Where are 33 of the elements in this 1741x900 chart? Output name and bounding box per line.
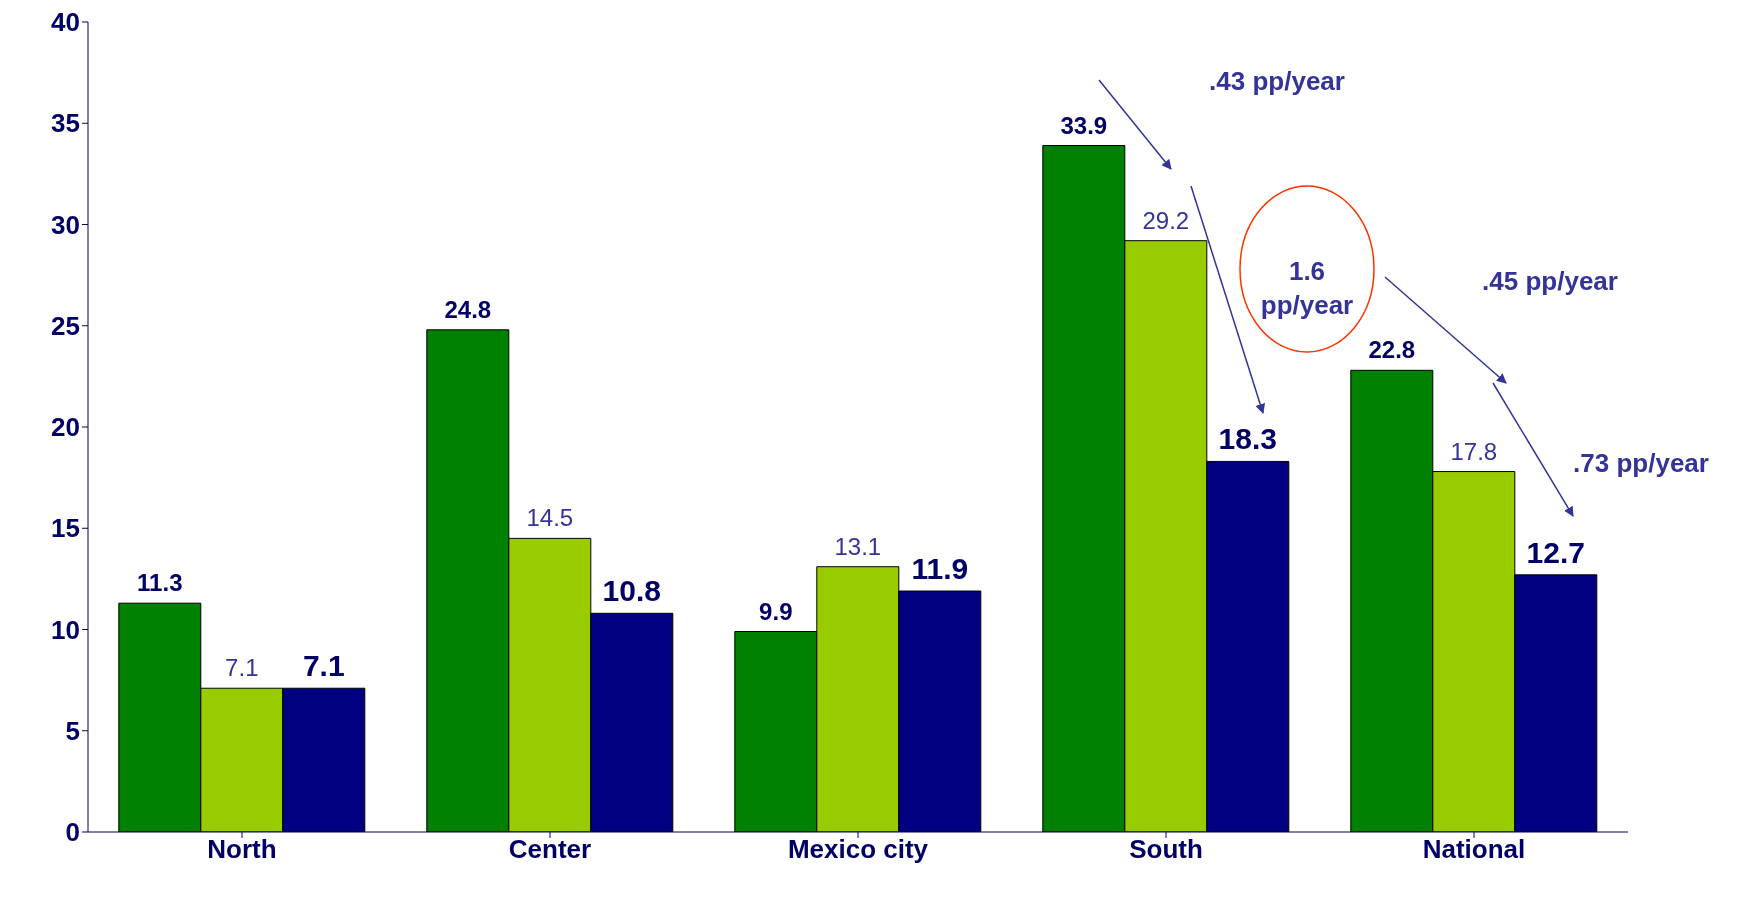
annotation: 1.6 pp/year [1259,255,1355,322]
x-tick-label: Mexico city [787,834,929,865]
y-tick-label: 30 [51,209,80,240]
y-tick-label: 15 [51,513,80,544]
data-label: 22.8 [1368,336,1416,364]
data-label: 11.9 [911,552,969,586]
x-tick-label: Center [508,834,592,865]
data-label: 24.8 [444,295,492,323]
y-tick-label: 20 [51,412,80,443]
x-tick-label: National [1422,834,1526,865]
data-label: 12.7 [1526,535,1585,569]
data-label: 7.1 [225,654,259,682]
annotation: .73 pp/year [1572,447,1710,480]
data-label: 33.9 [1060,111,1108,139]
x-tick-label: North [207,834,277,865]
y-tick-label: 0 [65,817,80,848]
annotation: .43 pp/year [1208,65,1346,98]
data-label: 29.2 [1142,206,1190,234]
x-tick-label: South [1129,834,1203,865]
y-tick-label: 25 [51,310,80,341]
data-label: 11.3 [137,569,183,597]
y-tick-label: 10 [51,614,80,645]
data-label: 13.1 [834,532,882,560]
data-label: 18.3 [1218,422,1277,456]
annotation: .45 pp/year [1481,265,1619,298]
data-label: 7.1 [302,649,345,683]
data-label: 9.9 [759,597,793,625]
data-label: 14.5 [526,504,574,532]
y-tick-label: 35 [51,108,80,139]
y-tick-label: 5 [65,715,80,746]
data-label: 10.8 [602,574,661,608]
y-tick-label: 40 [51,7,80,38]
data-label: 17.8 [1450,437,1498,465]
